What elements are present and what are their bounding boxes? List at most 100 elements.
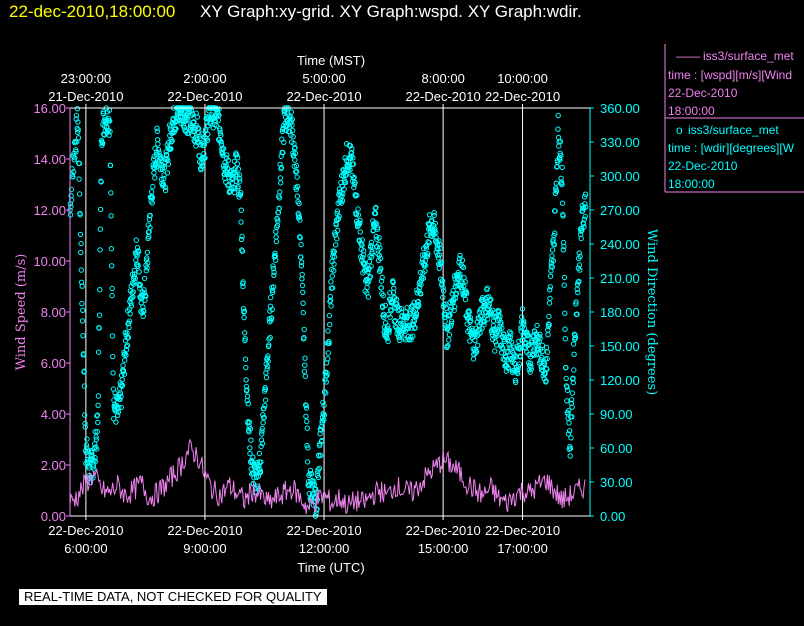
wdir-point [581, 216, 587, 222]
wdir-point [347, 167, 353, 173]
wdir-point [407, 310, 414, 316]
wdir-point [205, 131, 211, 138]
wdir-point [519, 314, 525, 320]
wdir-point [544, 356, 550, 362]
wdir-point [425, 239, 431, 245]
wdir-point [350, 155, 356, 161]
wdir-point [194, 114, 201, 120]
wdir-point [327, 293, 333, 300]
wdir-point [555, 126, 561, 132]
wdir-point [120, 362, 126, 369]
wdir-point [77, 231, 84, 238]
wdir-point [95, 419, 101, 426]
wdir-point [76, 160, 83, 167]
wdir-point [277, 175, 284, 181]
wdir-point [349, 146, 355, 152]
wdir-point [382, 302, 388, 309]
wdir-point [194, 136, 200, 143]
wdir-point [503, 354, 509, 360]
wdir-point [582, 191, 589, 197]
right-tick-label: 240.00 [600, 237, 640, 252]
wdir-point [242, 356, 249, 362]
wdir-point [119, 382, 126, 388]
wdir-point [516, 361, 523, 367]
wdir-point [381, 314, 387, 321]
wdir-point [496, 316, 502, 322]
wdir-point [123, 352, 129, 358]
wdir-point [94, 446, 100, 452]
wdir-point [109, 292, 115, 299]
wdir-point [578, 235, 584, 242]
wdir-point [378, 285, 384, 291]
wdir-point [544, 349, 551, 355]
wdir-point [116, 404, 122, 411]
bottom-tick-time: 6:00:00 [64, 541, 107, 556]
wdir-point [224, 152, 230, 158]
wdir-point [498, 350, 505, 356]
wdir-point [96, 325, 102, 331]
wdir-point [562, 310, 568, 316]
wdir-point [269, 306, 275, 313]
top-tick-time: 2:00:00 [183, 71, 226, 86]
wdir-point [204, 119, 210, 125]
wdir-point [68, 203, 74, 210]
wdir-point [435, 255, 441, 261]
wdir-point [302, 355, 308, 361]
wdir-point [92, 441, 98, 447]
wdir-point [131, 267, 138, 274]
wdir-point [199, 162, 206, 169]
legend-wspd-symbol: —— [676, 49, 700, 63]
wdir-point [489, 307, 496, 313]
wdir-point [569, 414, 575, 420]
wdir-point [97, 247, 103, 253]
wdir-point [202, 140, 208, 146]
wdir-point [564, 387, 571, 394]
wdir-point [572, 335, 579, 341]
wdir-point [311, 478, 317, 485]
wspd-line [69, 438, 586, 515]
wdir-point [438, 259, 445, 265]
wdir-point [565, 431, 572, 437]
wdir-point [70, 174, 76, 180]
wdir-point [577, 253, 583, 260]
wdir-point [477, 326, 483, 332]
wdir-point [197, 135, 203, 142]
wdir-point [460, 264, 467, 270]
wdir-point [563, 375, 569, 382]
wdir-point [502, 357, 508, 363]
wdir-point [95, 349, 102, 355]
wdir-point [543, 365, 549, 372]
wdir-point [259, 431, 265, 437]
wdir-point [129, 295, 135, 301]
wdir-point [440, 294, 446, 300]
wdir-point [357, 217, 363, 224]
wdir-point [422, 268, 428, 274]
wdir-point [544, 366, 550, 372]
right-tick-label: 330.00 [600, 135, 640, 150]
wdir-point [264, 363, 271, 370]
wdir-point [71, 169, 77, 175]
wdir-point [196, 126, 202, 132]
wdir-point [274, 216, 280, 222]
wdir-point [551, 241, 557, 248]
wdir-point [492, 339, 499, 345]
wdir-point [558, 179, 565, 185]
wdir-point [265, 358, 271, 364]
wdir-point [307, 467, 314, 474]
wdir-point [128, 300, 134, 307]
wdir-point [352, 179, 358, 186]
wdir-point [300, 300, 306, 306]
wdir-point [552, 208, 558, 214]
wdir-point [318, 427, 324, 433]
wdir-point [168, 146, 174, 152]
wdir-point [340, 167, 347, 174]
wdir-point [583, 204, 589, 210]
wdir-point [247, 450, 253, 457]
wdir-point [317, 452, 324, 459]
wdir-point [258, 459, 264, 465]
wdir-point [292, 157, 298, 163]
wdir-point [549, 253, 555, 259]
wdir-point [448, 304, 454, 310]
wdir-point [128, 303, 135, 309]
wdir-point [155, 141, 161, 147]
